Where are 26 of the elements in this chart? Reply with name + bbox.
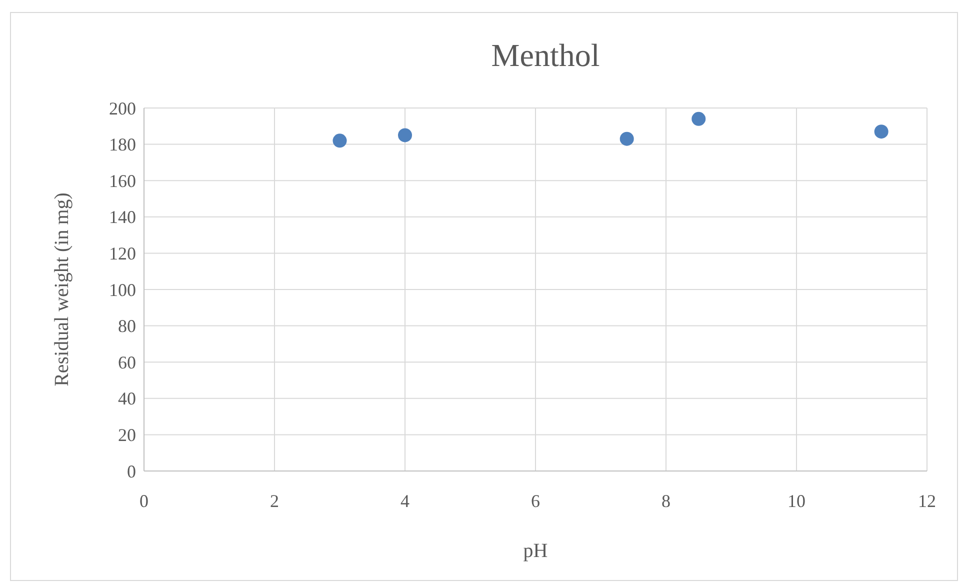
y-tick-label: 120 [109, 244, 136, 264]
x-axis-title: pH [523, 540, 548, 562]
y-tick-label: 60 [118, 352, 136, 372]
point [620, 132, 634, 146]
y-tick-label: 140 [109, 207, 136, 228]
y-tick-label: 100 [109, 280, 136, 300]
y-axis-title: Residual weight (in mg) [51, 192, 73, 386]
y-tick-label: 160 [109, 170, 136, 191]
point [874, 124, 888, 139]
y-tick-label: 80 [118, 316, 136, 336]
x-tick-label: 8 [662, 491, 670, 511]
x-tick-label: 2 [270, 491, 279, 511]
x-tick-label: 12 [918, 491, 936, 511]
y-tick-label: 40 [118, 388, 136, 409]
x-tick-label: 4 [400, 491, 410, 511]
y-tick-label: 180 [109, 134, 136, 155]
point [398, 128, 412, 142]
x-tick-label: 6 [531, 491, 540, 511]
x-tick-label: 10 [788, 491, 806, 511]
y-tick-label: 0 [127, 461, 136, 482]
chart-title: Menthol [491, 37, 600, 73]
point [332, 134, 347, 148]
x-tick-label: 0 [140, 491, 148, 511]
point [692, 112, 706, 126]
y-tick-label: 200 [109, 98, 136, 118]
y-tick-label: 20 [118, 425, 136, 445]
